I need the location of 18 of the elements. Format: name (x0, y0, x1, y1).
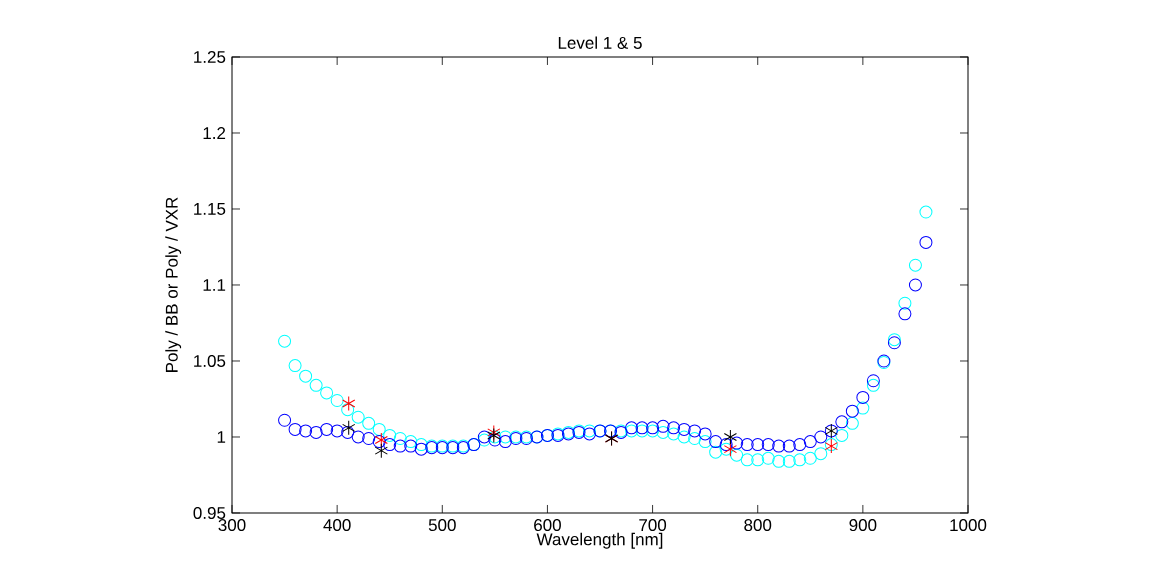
y-tick-label: 1 (217, 431, 226, 443)
chart-title: Level 1 & 5 (558, 36, 642, 49)
y-axis-title: Poly / BB or Poly / VXR (165, 197, 182, 372)
y-tick-label: 1.1 (203, 279, 226, 291)
x-tick-label: 500 (428, 519, 456, 532)
y-tick-label: 1.25 (194, 50, 226, 63)
y-tick-label: 1.15 (194, 203, 226, 215)
x-tick-label: 900 (849, 519, 877, 532)
x-tick-label: 600 (534, 519, 561, 532)
x-tick-label: 800 (744, 519, 772, 532)
x-tick-label: 1000 (950, 519, 987, 532)
x-tick-label: 400 (323, 519, 351, 532)
y-tick-label: 1.05 (194, 354, 226, 367)
x-axis-title: Wavelength [nm] (536, 532, 663, 549)
x-tick-label: 700 (639, 519, 667, 532)
y-tick-label: 0.95 (193, 506, 226, 519)
x-tick-label: 300 (218, 519, 246, 532)
y-tick-label: 1.2 (203, 127, 226, 139)
